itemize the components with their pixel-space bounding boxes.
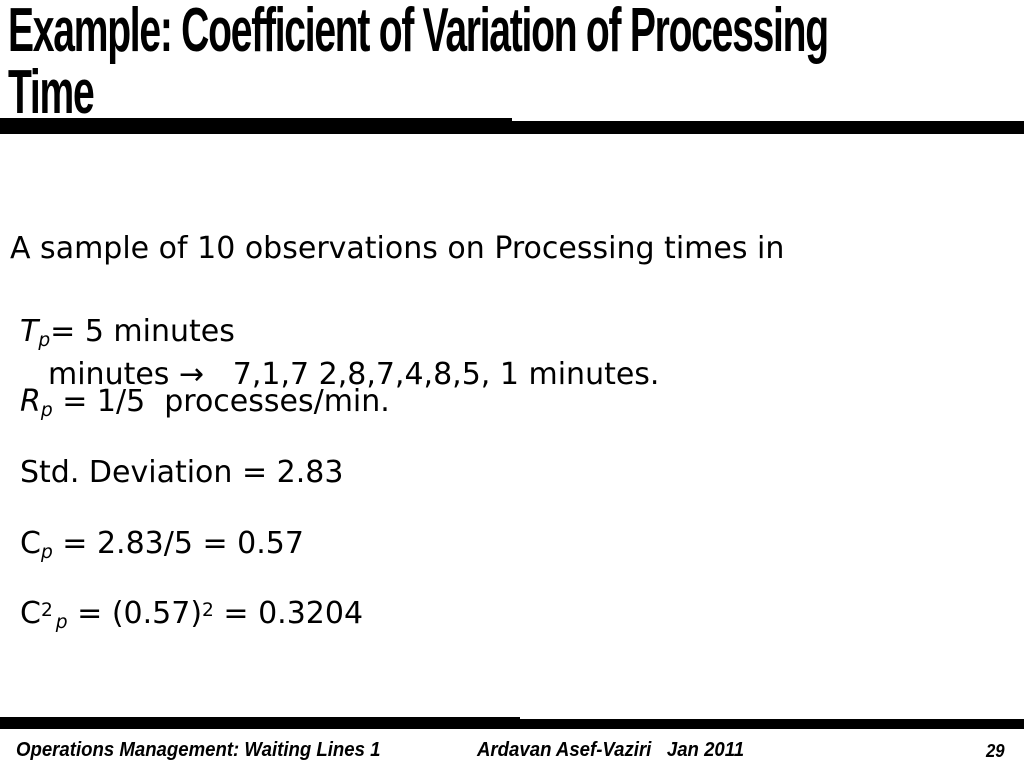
- footer-course-title: Operations Management: Waiting Lines 1: [16, 739, 381, 761]
- formula-cp-squared: C2p = (0.57)2 = 0.3204: [20, 596, 363, 633]
- body-line-2-prefix: minutes: [48, 357, 179, 392]
- formula-rp-variable: R: [20, 384, 41, 419]
- body-line-1: A sample of 10 observations on Processin…: [10, 228, 784, 270]
- body-line-2-suffix: 7,1,7 2,8,7,4,8,5, 1 minutes.: [204, 357, 660, 392]
- formula-tp: Tp= 5 minutes: [20, 314, 235, 351]
- page-title: Example: Coefficient of Variation of Pro…: [8, 0, 1024, 124]
- body-paragraph: A sample of 10 observations on Processin…: [10, 144, 784, 480]
- formula-tp-rest: = 5 minutes: [50, 314, 235, 349]
- formula-rp-subscript: p: [40, 400, 53, 422]
- formula-rp: Rp = 1/5 processes/min.: [20, 384, 390, 421]
- formula-cp-squared-superscript2: 2: [202, 599, 214, 621]
- body-line-1-text: A sample of 10 observations on Processin…: [10, 231, 785, 266]
- body-line-2: minutes → 7,1,7 2,8,7,4,8,5, 1 minutes.: [10, 354, 784, 396]
- title-divider-bar-left: [0, 118, 512, 131]
- right-arrow-icon: →: [178, 357, 205, 392]
- footer-author-date: Ardavan Asef-Vaziri Jan 2011: [477, 739, 745, 761]
- title-line-2: Time: [8, 58, 95, 127]
- formula-cp-variable: C: [20, 526, 41, 561]
- formula-cp-squared-subscript: p: [55, 612, 68, 634]
- footer-divider-bar-left: [0, 717, 520, 727]
- title-line-1: Example: Coefficient of Variation of Pro…: [8, 0, 829, 65]
- formula-cp-squared-rest2: = 0.3204: [213, 596, 364, 631]
- formula-tp-variable: T: [20, 314, 39, 349]
- formula-cp-subscript: p: [40, 542, 53, 564]
- formula-std-deviation: Std. Deviation = 2.83: [20, 455, 343, 490]
- page-number: 29: [986, 741, 1005, 761]
- formula-tp-subscript: p: [38, 330, 51, 352]
- formula-cp-squared-variable: C: [20, 596, 41, 631]
- formula-rp-rest: = 1/5 processes/min.: [52, 384, 390, 419]
- formula-cp-rest: = 2.83/5 = 0.57: [52, 526, 304, 561]
- formula-cp-squared-rest: = (0.57): [67, 596, 203, 631]
- formula-std-deviation-text: Std. Deviation = 2.83: [20, 455, 344, 490]
- formula-cp: Cp = 2.83/5 = 0.57: [20, 526, 304, 563]
- formula-cp-squared-superscript: 2: [40, 599, 53, 621]
